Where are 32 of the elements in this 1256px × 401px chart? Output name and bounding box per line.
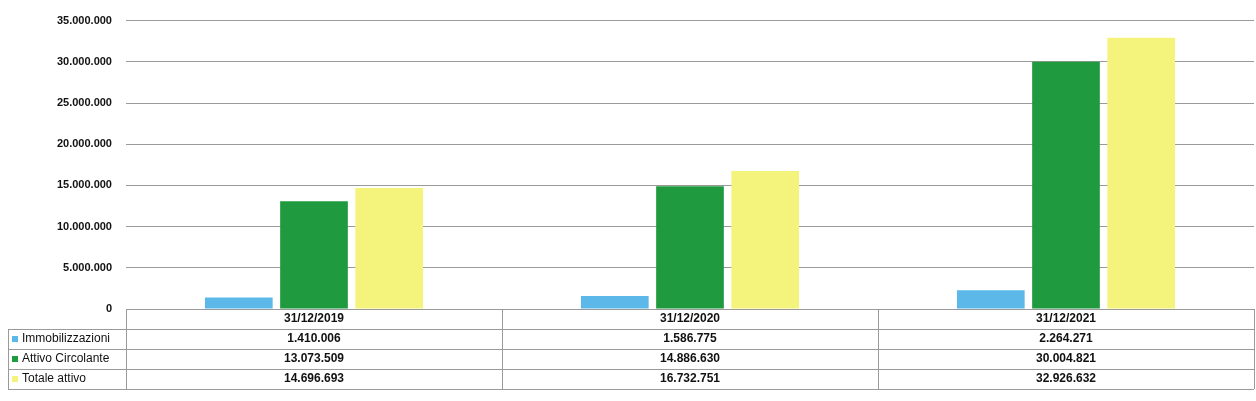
y-tick-label: 5.000.000 — [63, 260, 112, 273]
data-label: 14.886.630 — [659, 351, 721, 366]
bar — [204, 297, 273, 309]
bar — [1032, 61, 1100, 309]
data-label: 13.073.509 — [283, 351, 345, 366]
x-tick-label: 31/12/2021 — [1035, 311, 1097, 326]
bar — [656, 186, 724, 309]
data-label: 30.004.821 — [1035, 351, 1097, 366]
y-tick-label: 25.000.000 — [56, 96, 112, 109]
data-label: 1.410.006 — [287, 331, 342, 346]
data-label: 2.264.271 — [1039, 331, 1094, 346]
legend-label: Totale attivo — [22, 371, 87, 386]
x-tick-label: 31/12/2019 — [283, 311, 345, 326]
bar — [956, 290, 1025, 309]
y-tick-label: 20.000.000 — [56, 137, 112, 150]
data-label: 16.732.751 — [659, 371, 721, 386]
bar — [355, 187, 424, 309]
data-label: 32.926.632 — [1035, 371, 1097, 386]
x-tick-label: 31/12/2020 — [659, 311, 721, 326]
bar — [1107, 37, 1176, 309]
y-tick-label: 0 — [105, 302, 112, 315]
y-tick-label: 15.000.000 — [56, 178, 112, 191]
bar — [580, 295, 649, 309]
data-label: 1.586.775 — [663, 331, 718, 346]
bar — [731, 171, 800, 309]
y-tick-label: 30.000.000 — [56, 54, 112, 67]
y-tick-label: 10.000.000 — [56, 219, 112, 232]
legend-label: Attivo Circolante — [22, 351, 110, 366]
bar — [280, 201, 348, 309]
y-tick-label: 35.000.000 — [56, 13, 112, 26]
data-label: 14.696.693 — [283, 371, 345, 386]
legend-label: Immobilizzazioni — [22, 331, 111, 346]
